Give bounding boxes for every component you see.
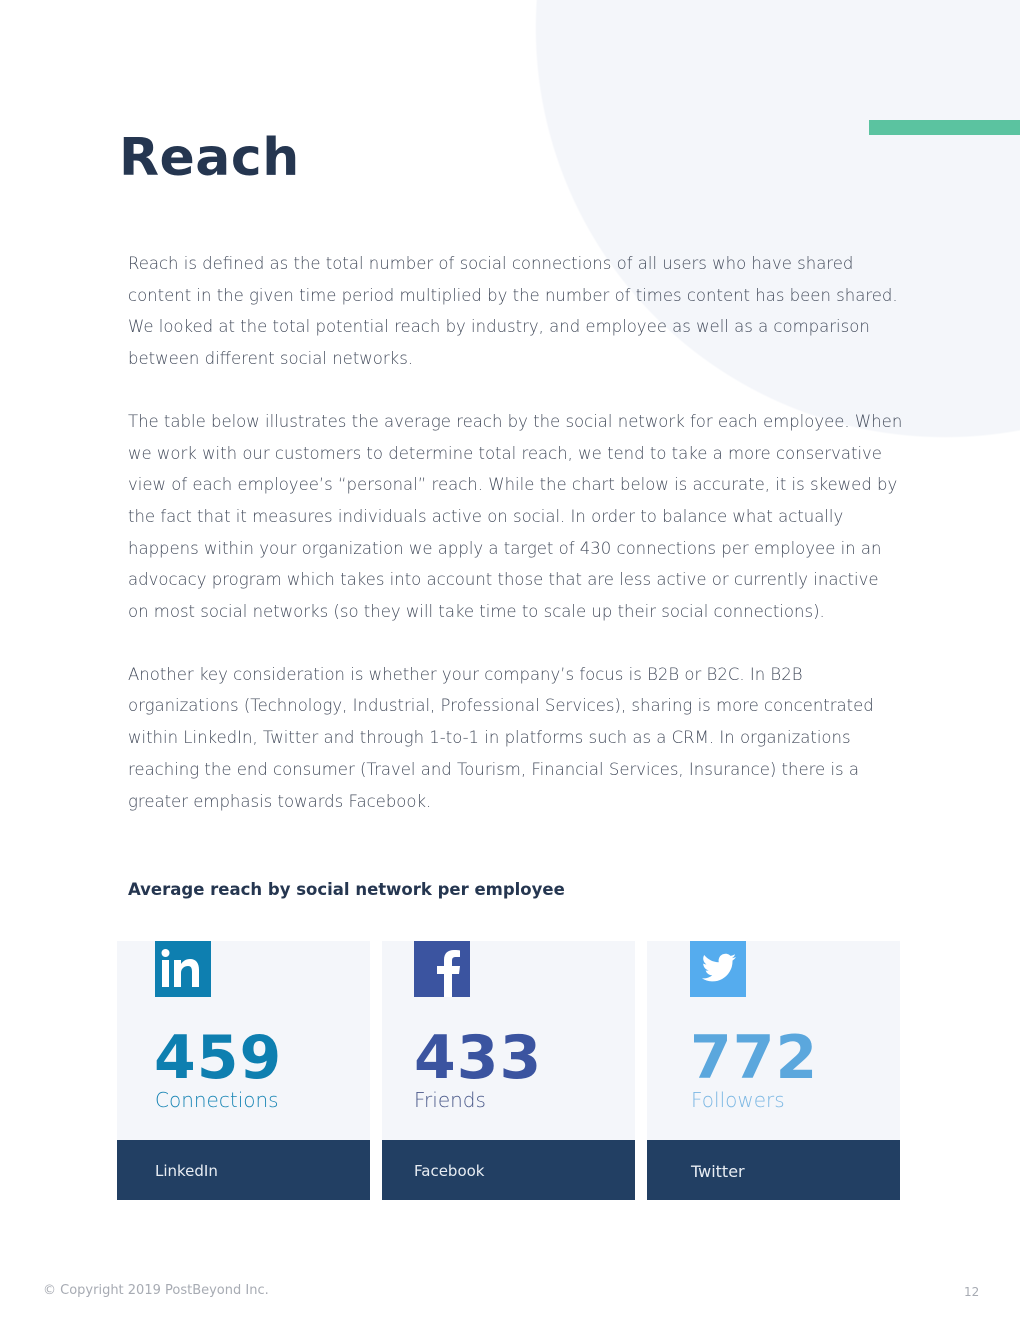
paragraph: Another key consideration is whether you… (128, 664, 874, 811)
linkedin-card: 459 Connections LinkedIn (117, 941, 370, 1200)
paragraph: The table below illustrates the average … (128, 411, 903, 622)
linkedin-icon (155, 941, 211, 997)
page-number: 12 (964, 1285, 980, 1299)
facebook-icon (414, 941, 470, 997)
network-label: LinkedIn (155, 1162, 218, 1180)
reach-unit: Connections (155, 1088, 279, 1112)
network-label-bar: LinkedIn (117, 1140, 370, 1200)
reach-value: 772 (690, 1023, 819, 1093)
reach-value: 459 (154, 1023, 283, 1093)
network-label: Facebook (414, 1162, 485, 1180)
paragraph: Reach is defined as the total number of … (128, 254, 898, 369)
network-label-bar: Facebook (382, 1140, 635, 1200)
network-label-bar: Twitter (647, 1140, 900, 1200)
background-circle (535, 0, 1020, 440)
page-title: Reach (119, 128, 300, 188)
network-label: Twitter (691, 1162, 745, 1181)
twitter-card: 772 Followers Twitter (647, 941, 900, 1200)
reach-unit: Followers (691, 1088, 785, 1112)
reach-value: 433 (414, 1023, 543, 1093)
twitter-icon (690, 941, 746, 997)
body-text: Reach is defined as the total number of … (128, 248, 903, 848)
facebook-card: 433 Friends Facebook (382, 941, 635, 1200)
accent-bar (869, 120, 1020, 135)
section-subheading: Average reach by social network per empl… (128, 880, 565, 899)
reach-unit: Friends (414, 1088, 486, 1112)
copyright: © Copyright 2019 PostBeyond Inc. (43, 1283, 269, 1298)
